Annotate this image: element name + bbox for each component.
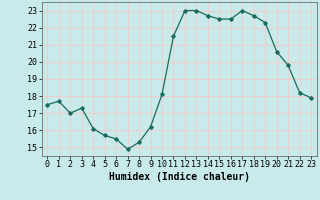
X-axis label: Humidex (Indice chaleur): Humidex (Indice chaleur) <box>109 172 250 182</box>
